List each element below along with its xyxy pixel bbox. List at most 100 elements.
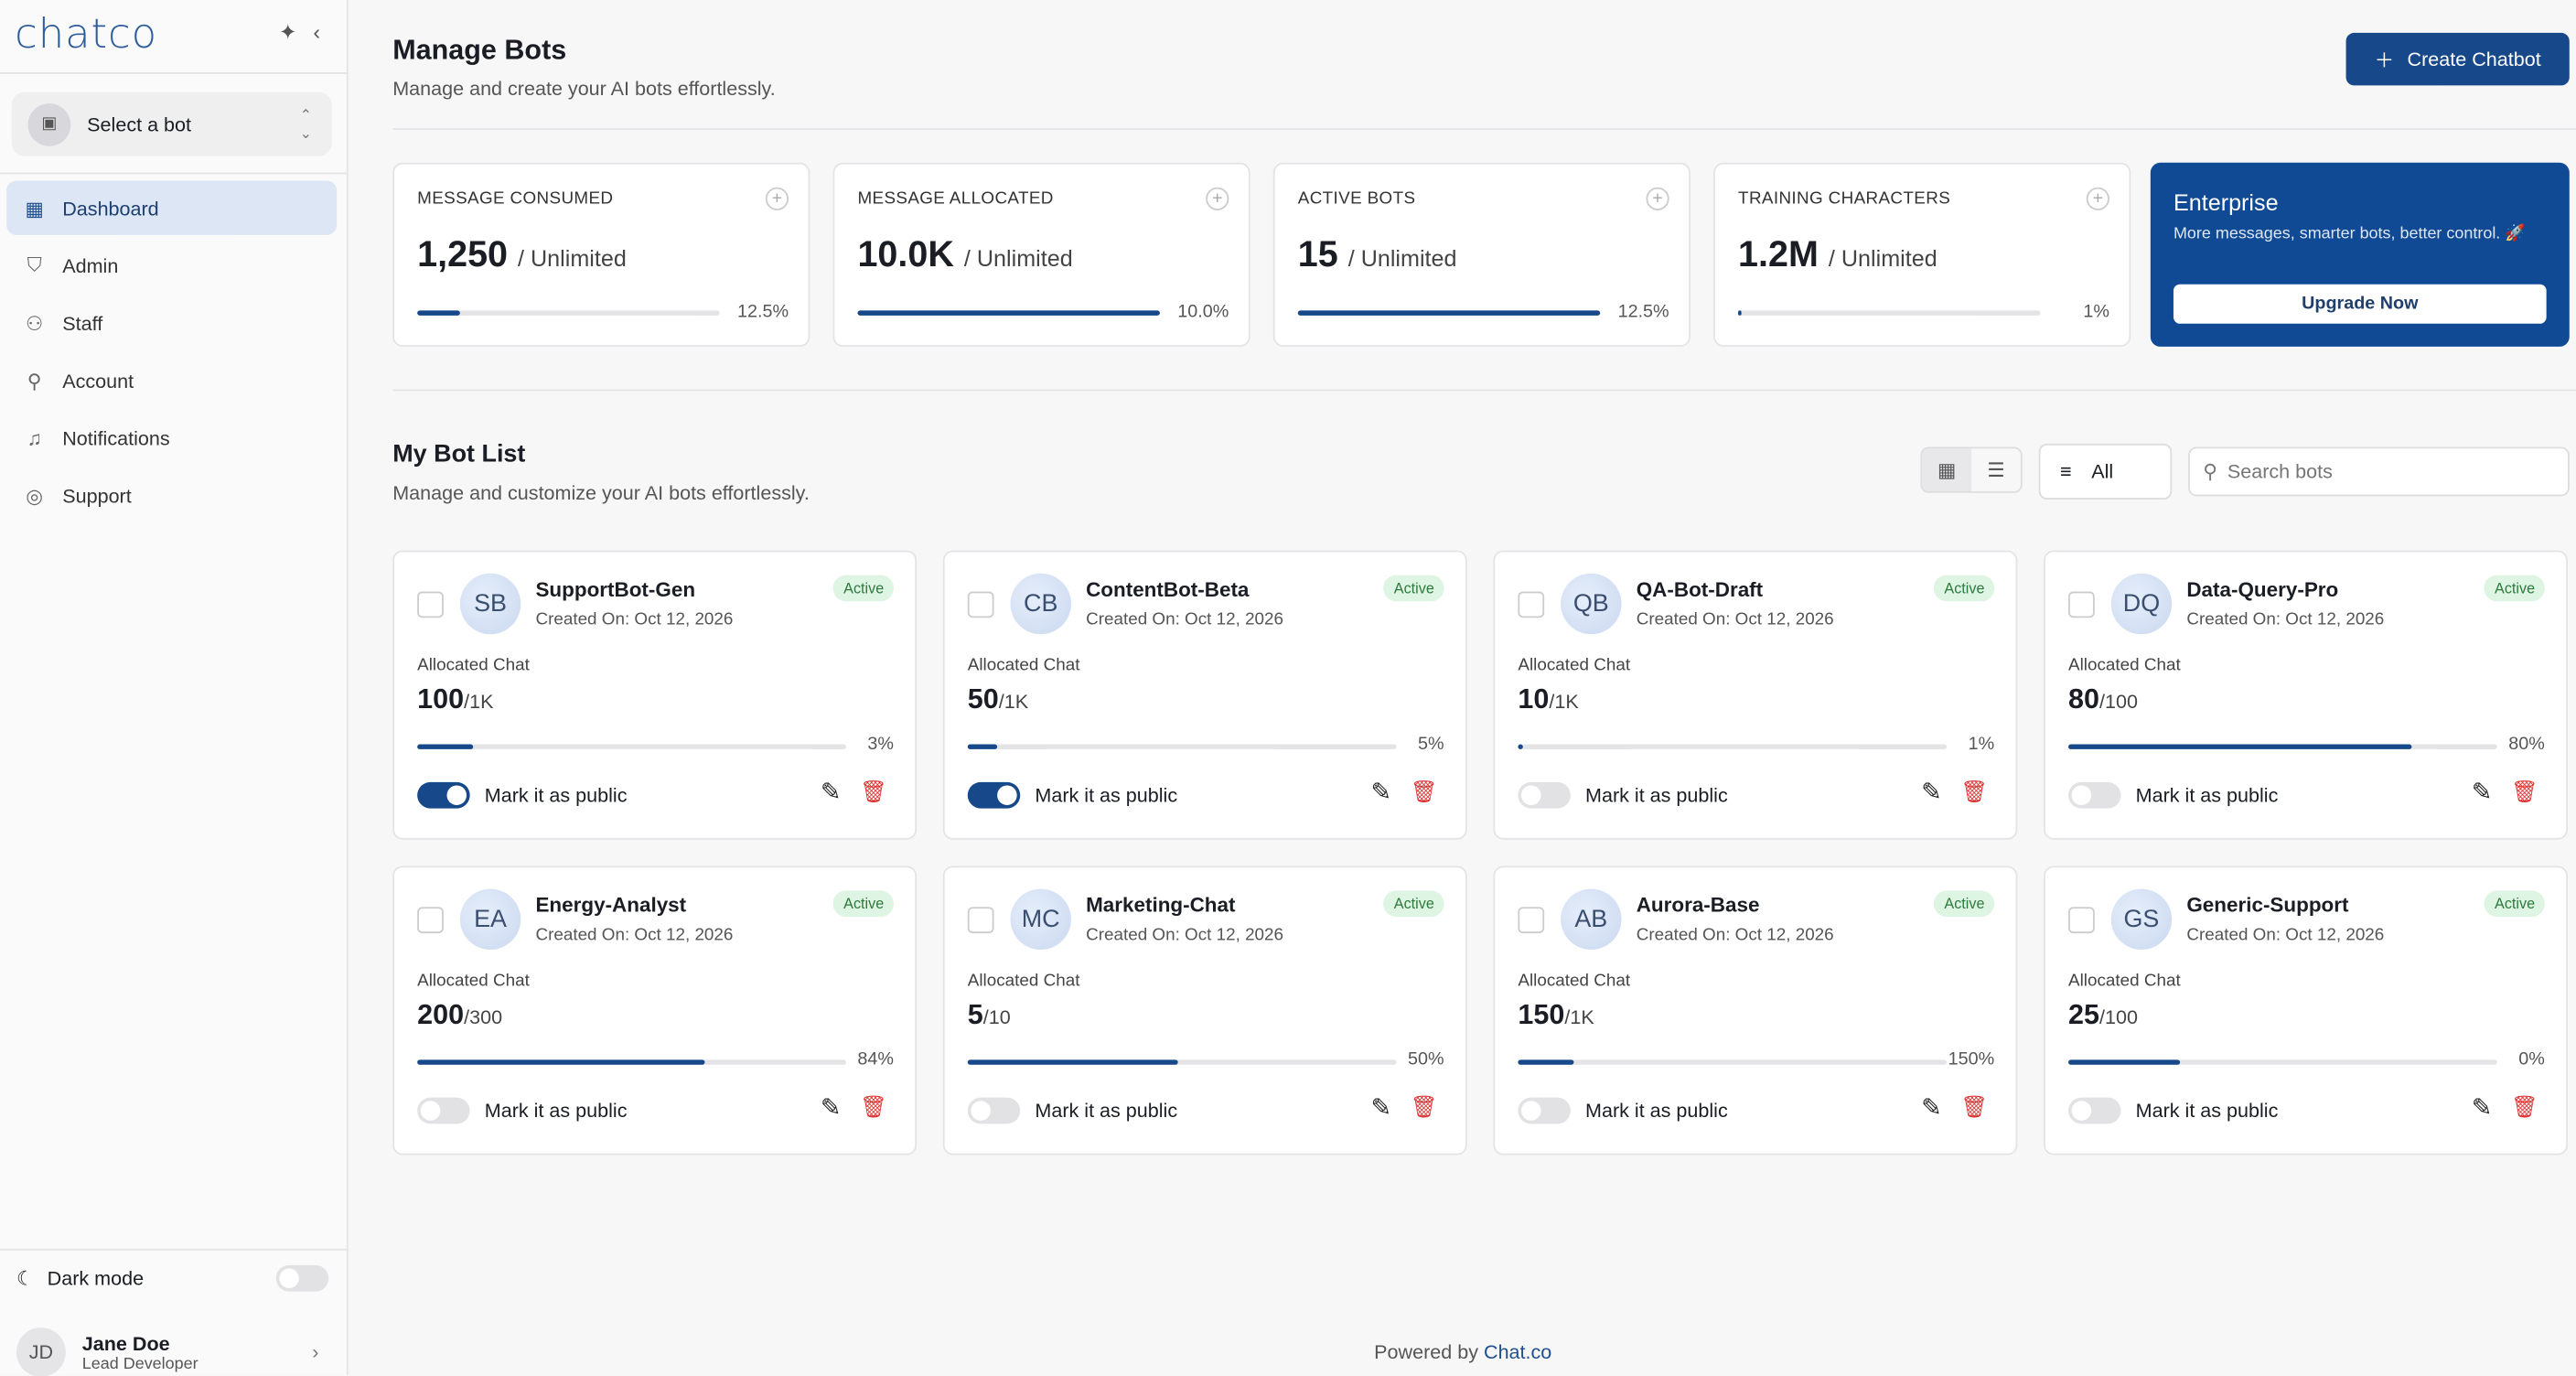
stat-percent: 10.0%: [1177, 302, 1229, 322]
public-toggle[interactable]: [417, 1097, 470, 1124]
bot-name[interactable]: Data-Query-Pro: [2186, 578, 2339, 602]
sparkle-icon[interactable]: ✦: [278, 19, 297, 45]
sidebar-item-support[interactable]: ◎ Support: [6, 468, 337, 522]
select-checkbox[interactable]: [967, 907, 994, 934]
sidebar-item-account[interactable]: ⚲ Account: [6, 353, 337, 407]
bot-name[interactable]: SupportBot-Gen: [535, 578, 696, 602]
filter-button[interactable]: ≡ All: [2038, 443, 2173, 500]
user-profile[interactable]: JD Jane Doe Lead Developer ›: [16, 1328, 328, 1376]
bot-name[interactable]: Marketing-Chat: [1086, 893, 1236, 918]
dark-mode-toggle[interactable]: [275, 1264, 329, 1292]
bot-name[interactable]: Generic-Support: [2186, 893, 2349, 918]
bot-name[interactable]: Aurora-Base: [1636, 893, 1760, 918]
moon-icon: ☾: [16, 1266, 35, 1290]
select-checkbox[interactable]: [2068, 907, 2095, 934]
sidebar-item-notifications[interactable]: ♫ Notifications: [6, 411, 337, 465]
stat-label: ACTIVE BOTS: [1297, 188, 1416, 210]
trash-icon[interactable]: 🗑: [1960, 779, 1989, 804]
select-checkbox[interactable]: [1518, 907, 1545, 934]
public-toggle[interactable]: [2068, 1097, 2121, 1124]
used-count: 200: [417, 998, 465, 1031]
collapse-sidebar-icon[interactable]: ‹: [313, 19, 321, 45]
usage-percent: 1%: [1968, 734, 1995, 755]
trash-icon[interactable]: 🗑: [2511, 1094, 2538, 1120]
main: Manage Bots Manage and create your AI bo…: [350, 0, 2576, 1375]
public-toggle[interactable]: [967, 781, 1021, 809]
status-badge: Active: [1384, 575, 1444, 602]
plus-circle-icon[interactable]: +: [2086, 187, 2109, 210]
select-checkbox[interactable]: [417, 591, 444, 618]
plus-circle-icon[interactable]: +: [1646, 187, 1669, 210]
create-label: Create Chatbot: [2407, 48, 2541, 71]
select-checkbox[interactable]: [967, 591, 994, 618]
public-toggle[interactable]: [1518, 781, 1571, 809]
public-label: Mark it as public: [2135, 783, 2279, 807]
grid-view-icon[interactable]: ▦: [1922, 448, 1972, 491]
edit-icon[interactable]: ✎: [2471, 779, 2493, 807]
trash-icon[interactable]: 🗑: [1410, 1094, 1438, 1120]
edit-icon[interactable]: ✎: [820, 779, 842, 807]
bot-avatar: EA: [459, 888, 521, 951]
sidebar-item-dashboard[interactable]: ▦ Dashboard: [6, 180, 338, 235]
footer-link[interactable]: Chat.co: [1484, 1340, 1552, 1364]
bot-name[interactable]: Energy-Analyst: [535, 893, 687, 918]
limit: /1K: [1549, 690, 1579, 714]
used-count: 25: [2068, 998, 2100, 1031]
select-checkbox[interactable]: [1518, 591, 1545, 618]
edit-icon[interactable]: ✎: [820, 1094, 842, 1123]
select-checkbox[interactable]: [417, 907, 444, 934]
enterprise-card: Enterprise More messages, smarter bots, …: [2150, 162, 2570, 347]
progress-fill: [417, 310, 460, 316]
bot-avatar: AB: [1561, 888, 1622, 951]
divider: [0, 1248, 347, 1251]
bot-selector-label: Select a bot: [87, 113, 191, 136]
progress-fill: [967, 1059, 1178, 1065]
bot-name[interactable]: ContentBot-Beta: [1086, 578, 1250, 602]
bot-card: CB ContentBot-Beta Created On: Oct 12, 2…: [942, 550, 1467, 840]
plus-circle-icon[interactable]: +: [1206, 187, 1229, 210]
edit-icon[interactable]: ✎: [1921, 779, 1942, 807]
public-toggle[interactable]: [2068, 781, 2121, 809]
progress-bar: [2068, 744, 2497, 749]
sidebar-item-admin[interactable]: ⛉ Admin: [6, 238, 337, 292]
list-view-icon[interactable]: ☰: [1987, 458, 2005, 482]
upgrade-now-button[interactable]: Upgrade Now: [2173, 284, 2547, 324]
bot-name[interactable]: QA-Bot-Draft: [1636, 578, 1764, 602]
created-date: Created On: Oct 12, 2026: [2186, 609, 2385, 629]
page-title: Manage Bots: [392, 34, 567, 66]
edit-icon[interactable]: ✎: [1370, 1094, 1392, 1123]
public-toggle[interactable]: [1518, 1097, 1571, 1124]
used-count: 150: [1518, 998, 1565, 1031]
plus-circle-icon[interactable]: +: [765, 187, 789, 210]
created-date: Created On: Oct 12, 2026: [1636, 925, 1834, 945]
trash-icon[interactable]: 🗑: [860, 1094, 887, 1120]
search-input[interactable]: [2227, 459, 2540, 483]
edit-icon[interactable]: ✎: [1921, 1094, 1942, 1123]
allocated-label: Allocated Chat: [967, 971, 1080, 991]
create-chatbot-button[interactable]: ＋ Create Chatbot: [2345, 32, 2570, 86]
trash-icon[interactable]: 🗑: [2511, 779, 2538, 804]
stat-card: MESSAGE CONSUMED + 1,250 / Unlimited 12.…: [392, 162, 810, 347]
edit-icon[interactable]: ✎: [1370, 779, 1392, 807]
bot-avatar: DQ: [2110, 573, 2173, 635]
edit-icon[interactable]: ✎: [2471, 1094, 2493, 1123]
trash-icon[interactable]: 🗑: [860, 779, 887, 804]
select-checkbox[interactable]: [2068, 591, 2095, 618]
filter-label: All: [2091, 459, 2114, 483]
bot-selector[interactable]: ▣ Select a bot ⌃ ⌄: [11, 91, 332, 156]
trash-icon[interactable]: 🗑: [1960, 1094, 1989, 1120]
progress-bar: [1738, 310, 2041, 316]
stat-number: 1,250: [417, 233, 509, 274]
stat-unit: / Unlimited: [963, 244, 1073, 272]
sidebar-item-staff[interactable]: ⚇ Staff: [6, 296, 337, 349]
public-toggle[interactable]: [417, 781, 470, 809]
public-label: Mark it as public: [1035, 783, 1178, 807]
stat-unit: / Unlimited: [518, 244, 627, 272]
progress-bar: [417, 310, 720, 316]
nav-label: Support: [62, 483, 132, 508]
trash-icon[interactable]: 🗑: [1410, 779, 1438, 804]
limit: /100: [2099, 1005, 2138, 1029]
stat-card: TRAINING CHARACTERS + 1.2M / Unlimited 1…: [1713, 162, 2131, 347]
public-toggle[interactable]: [967, 1097, 1021, 1124]
stat-value: 15 / Unlimited: [1298, 233, 1457, 276]
